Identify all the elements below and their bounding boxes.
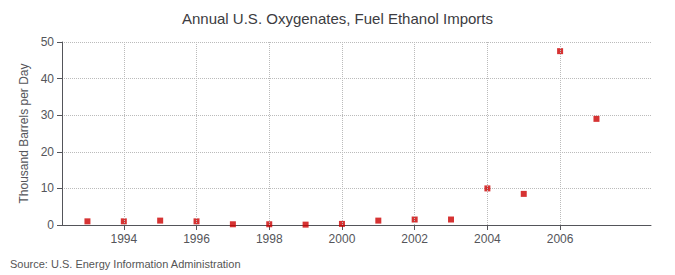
svg-text:Source: U.S. Energy Informatio: Source: U.S. Energy Information Administ…: [10, 258, 241, 270]
svg-text:30: 30: [41, 108, 55, 122]
svg-text:10: 10: [41, 181, 55, 195]
svg-text:0: 0: [47, 218, 54, 232]
svg-text:50: 50: [41, 35, 55, 49]
svg-text:1994: 1994: [110, 232, 137, 246]
svg-text:1998: 1998: [256, 232, 283, 246]
svg-text:2002: 2002: [401, 232, 428, 246]
svg-text:2000: 2000: [329, 232, 356, 246]
svg-text:2006: 2006: [547, 232, 574, 246]
svg-text:20: 20: [41, 145, 55, 159]
svg-text:1996: 1996: [183, 232, 210, 246]
svg-text:2004: 2004: [474, 232, 501, 246]
svg-text:Thousand Barrels per Day: Thousand Barrels per Day: [17, 63, 31, 203]
svg-text:Annual U.S. Oxygenates, Fuel E: Annual U.S. Oxygenates, Fuel Ethanol Imp…: [182, 10, 493, 27]
svg-text:40: 40: [41, 72, 55, 86]
